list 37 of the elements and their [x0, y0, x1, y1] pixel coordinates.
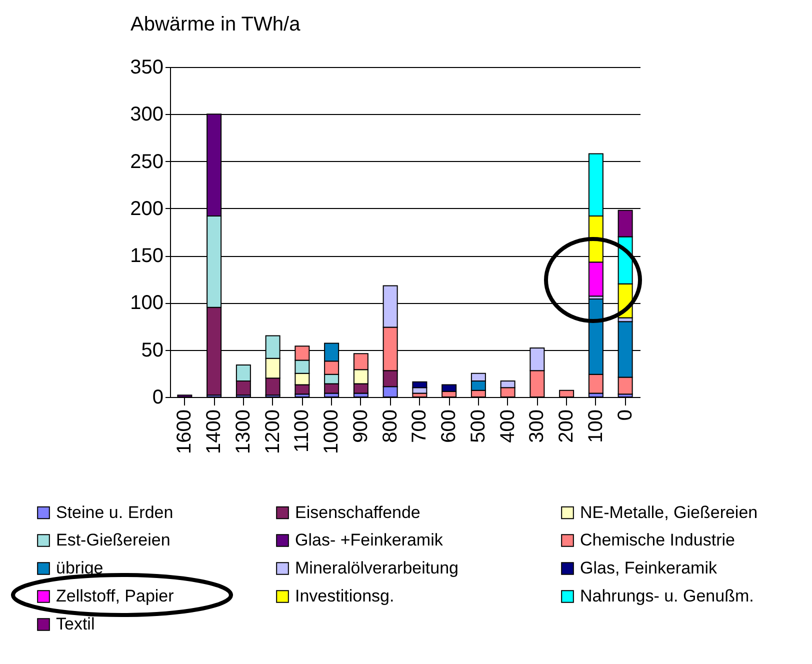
x-tick-label: 1000 — [320, 410, 343, 454]
y-tick-label: 350 — [130, 56, 164, 78]
x-tick-label: 1100 — [291, 410, 314, 453]
legend-label: Nahrungs- u. Genußm. — [580, 586, 754, 606]
x-tick-label: 300 — [526, 410, 548, 443]
x-tick-label: 400 — [496, 410, 519, 443]
y-tick-label: 300 — [130, 104, 164, 126]
legend-label: Chemische Industrie — [580, 530, 735, 550]
x-tick-label: 600 — [438, 410, 460, 443]
legend-label: NE-Metalle, Gießereien — [580, 502, 758, 522]
x-tick-label: 800 — [379, 410, 402, 443]
x-tick-label: 100 — [584, 410, 607, 443]
x-tick-label: 1400 — [203, 410, 226, 454]
x-tick-label: 200 — [556, 410, 578, 443]
legend-label: Mineralölverarbeitung — [295, 558, 458, 578]
legend-label: Est-Gießereien — [56, 530, 170, 550]
legend-label: Glas- +Feinkeramik — [295, 530, 444, 550]
legend-label: Steine u. Erden — [56, 502, 174, 522]
x-tick-label: 900 — [350, 410, 372, 443]
y-tick-label: 200 — [130, 198, 164, 220]
x-tick-label: 0 — [614, 410, 636, 421]
y-tick-label: 250 — [130, 150, 164, 173]
y-tick-label: 100 — [130, 292, 164, 314]
legend-label: Eisenschaffende — [295, 502, 420, 522]
x-tick-label: 1200 — [262, 410, 284, 454]
y-tick-label: 150 — [130, 245, 164, 268]
legend-label: Zellstoff, Papier — [56, 586, 174, 606]
x-tick-label: 1600 — [174, 410, 196, 454]
x-tick-label: 700 — [408, 410, 431, 443]
legend-label: Glas, Feinkeramik — [580, 558, 718, 578]
legend-label: Investitionsg. — [295, 586, 394, 606]
y-axis-title: Abwärme in TWh/a — [130, 14, 302, 36]
legend-label: Textil — [56, 614, 95, 634]
x-tick-label: 1300 — [232, 410, 254, 454]
x-tick-label: 500 — [467, 410, 490, 443]
y-tick-label: 50 — [141, 339, 164, 362]
y-tick-label: 0 — [152, 386, 164, 408]
